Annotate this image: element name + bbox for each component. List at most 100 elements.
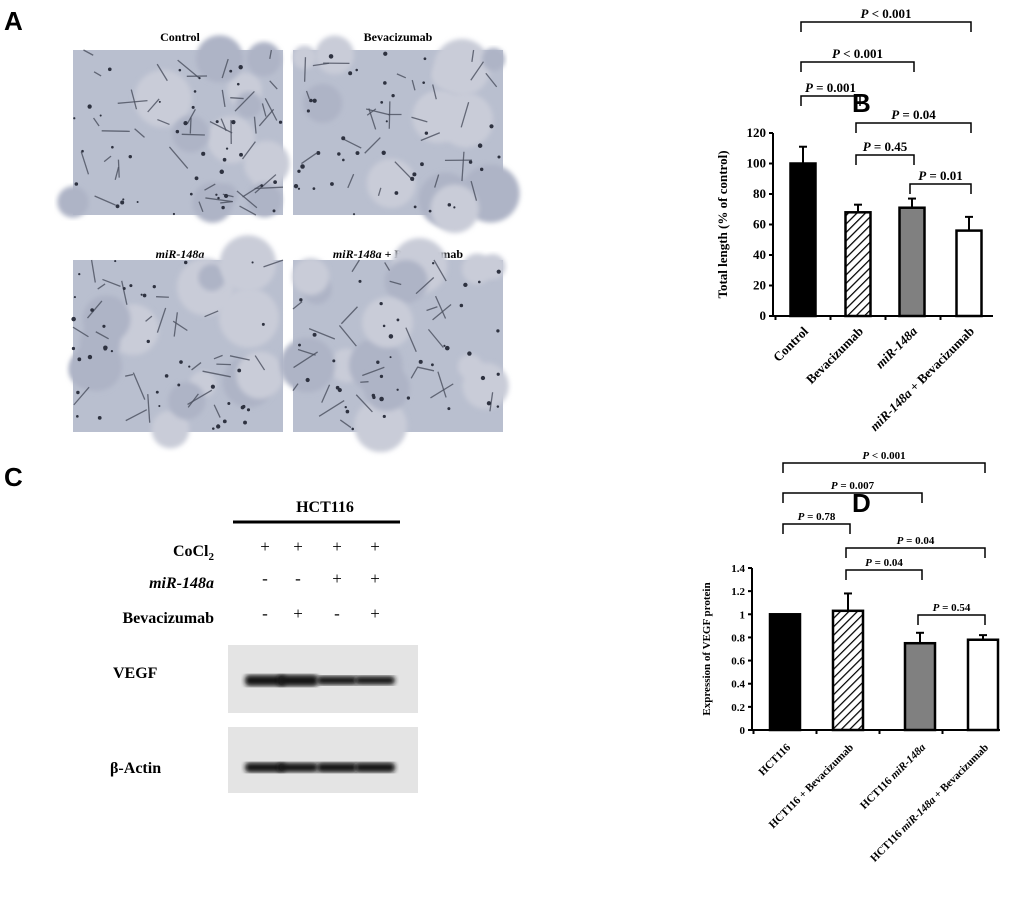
- cell-dot: [412, 172, 417, 177]
- cell-dot: [71, 316, 76, 322]
- cell-tube: [292, 301, 303, 310]
- cell-tube: [213, 404, 221, 418]
- cell-dot: [380, 100, 384, 104]
- cell-tube: [368, 108, 377, 130]
- cell-dot: [297, 169, 301, 173]
- cell-tube: [236, 190, 258, 209]
- cell-dot: [222, 157, 227, 162]
- image-label-bevacizumab: Bevacizumab: [364, 30, 433, 44]
- cell-tube: [460, 102, 470, 128]
- cell-tube: [365, 108, 391, 116]
- p-value: = 0.54: [939, 602, 971, 614]
- cell-dot: [102, 324, 106, 328]
- image-texture: [363, 365, 410, 411]
- cell-dot: [120, 200, 125, 205]
- cell-dot: [388, 334, 394, 339]
- cell-tube: [209, 120, 233, 134]
- cell-dot: [376, 360, 380, 364]
- image-texture: [480, 253, 506, 280]
- cell-tube: [351, 259, 360, 273]
- image-texture: [366, 158, 416, 208]
- significance-bracket: [845, 547, 986, 558]
- cell-tube: [239, 205, 257, 216]
- cell-dot: [142, 293, 147, 298]
- cell-dot: [341, 136, 346, 141]
- x-tick-label: HCT116 miR-148a: [858, 741, 928, 811]
- cell-tube: [229, 355, 250, 361]
- cell-dot: [355, 151, 360, 156]
- image-texture: [354, 399, 408, 453]
- cell-dot: [428, 209, 432, 213]
- cell-tube: [132, 372, 146, 400]
- cell-tube: [405, 327, 417, 352]
- cell-tube: [168, 146, 189, 169]
- cell-dot: [278, 120, 283, 124]
- cell-dot: [238, 64, 243, 70]
- panel-letter-d: D: [852, 488, 871, 518]
- image-texture: [219, 235, 277, 292]
- cell-tube: [205, 197, 234, 203]
- significance-bracket: [782, 492, 923, 503]
- cell-tube: [377, 187, 382, 196]
- p-value-label: P = 0.04: [897, 535, 935, 547]
- row-label: Bevacizumab: [122, 610, 214, 627]
- blot-band: [355, 762, 395, 773]
- bar: [844, 211, 872, 318]
- p-symbol: P: [798, 511, 805, 523]
- cell-dot: [312, 332, 317, 337]
- cell-dot: [216, 424, 221, 429]
- cell-dot: [418, 359, 423, 364]
- significance-bracket: [782, 523, 851, 534]
- cell-dot: [114, 260, 117, 263]
- cell-dot: [424, 131, 429, 135]
- cell-tube: [340, 306, 358, 325]
- cell-tube: [198, 201, 204, 213]
- cell-tube: [297, 348, 316, 356]
- cell-tube: [234, 90, 255, 112]
- cell-dot: [97, 415, 102, 420]
- image-texture: [192, 182, 233, 223]
- cell-dot: [152, 285, 156, 289]
- cell-dot: [394, 191, 399, 195]
- western-blots: [228, 645, 418, 793]
- bar: [898, 206, 926, 318]
- cell-tube: [434, 174, 440, 188]
- cell-dot: [306, 109, 310, 113]
- cell-tube: [145, 315, 153, 322]
- cell-dot: [420, 162, 424, 167]
- cell-dot: [110, 350, 114, 353]
- blot-band: [278, 674, 318, 687]
- cell-dot: [496, 372, 500, 376]
- image-texture: [457, 354, 483, 379]
- cell-tube: [230, 97, 244, 100]
- p-value-label: P < 0.001: [862, 450, 905, 462]
- y-tick-label: 1.2: [731, 586, 745, 598]
- cell-dot: [459, 303, 464, 308]
- cell-dot: [496, 329, 500, 333]
- cell-dot: [480, 375, 486, 381]
- cell-dot: [217, 196, 220, 200]
- cell-tube: [221, 58, 229, 79]
- significance-bracket: [917, 614, 986, 625]
- microscopy-image: [68, 235, 284, 449]
- cell-dot: [128, 154, 132, 159]
- cell-tube: [426, 306, 438, 312]
- cell-tube: [427, 328, 444, 348]
- cell-dot: [337, 152, 341, 156]
- cell-tube: [269, 49, 273, 60]
- p-symbol: P: [862, 450, 869, 462]
- cell-dot: [382, 414, 386, 419]
- cell-dot: [358, 279, 362, 283]
- cell-tube: [308, 328, 336, 340]
- bar: [831, 609, 865, 732]
- cell-tube: [147, 394, 151, 423]
- cell-dot: [122, 286, 126, 290]
- cell-dot: [298, 343, 301, 347]
- treatment-sign: +: [260, 537, 270, 556]
- row-label-text: CoCl: [173, 543, 209, 560]
- cell-tube: [93, 117, 100, 127]
- cell-tube: [470, 61, 485, 81]
- significance-bracket: [782, 462, 986, 473]
- x-tick-label: HCT116 miR-148a + Bevacizumab: [868, 742, 991, 865]
